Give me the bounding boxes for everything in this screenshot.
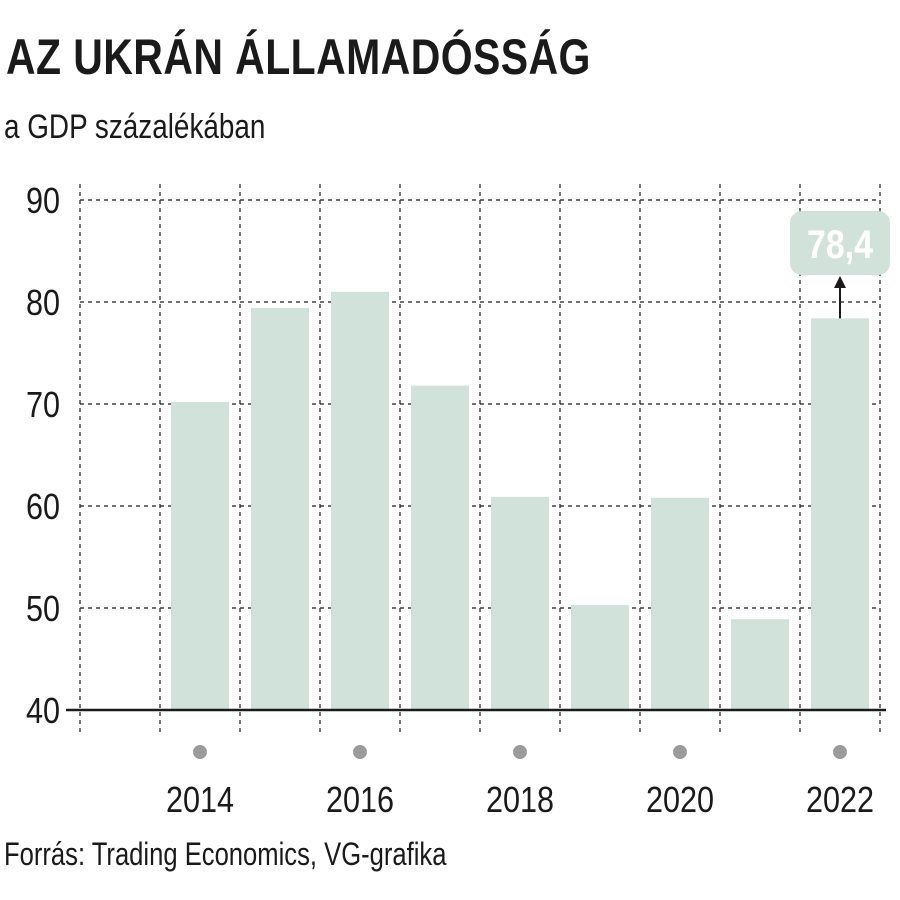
bar-2022 bbox=[811, 318, 869, 710]
bar-2014 bbox=[171, 401, 229, 710]
source-note: Forrás: Trading Economics, VG-grafika bbox=[4, 836, 447, 872]
x-tick-dot bbox=[353, 745, 367, 759]
y-tick-label: 60 bbox=[26, 488, 60, 528]
bar-2020 bbox=[651, 497, 709, 710]
y-tick-label: 90 bbox=[26, 182, 60, 222]
y-tick-label: 50 bbox=[26, 590, 60, 630]
x-tick-label: 2016 bbox=[326, 781, 394, 821]
x-tick-dot bbox=[673, 745, 687, 759]
x-axis: 2014 2016 2018 2020 2022 bbox=[66, 708, 886, 821]
y-axis: 40 50 60 70 80 90 bbox=[26, 182, 60, 732]
x-tick-label: 2022 bbox=[806, 781, 874, 821]
x-tick-dot bbox=[513, 745, 527, 759]
y-tick-label: 40 bbox=[26, 692, 60, 732]
bar-2021 bbox=[731, 619, 789, 710]
value-callout: 78,4 bbox=[790, 211, 890, 319]
x-tick-label: 2020 bbox=[646, 781, 714, 821]
bar-2015 bbox=[251, 308, 309, 710]
chart-title: AZ UKRÁN ÁLLAMADÓSSÁG bbox=[6, 29, 591, 85]
callout-arrow-head bbox=[834, 276, 846, 288]
bar-2016 bbox=[331, 291, 389, 710]
x-tick-dot bbox=[193, 745, 207, 759]
callout-label: 78,4 bbox=[807, 221, 873, 266]
y-tick-label: 80 bbox=[26, 284, 60, 324]
chart-subtitle: a GDP százalékában bbox=[4, 108, 266, 146]
x-tick-dot bbox=[833, 745, 847, 759]
callout-box bbox=[790, 211, 890, 275]
gridlines bbox=[79, 184, 881, 732]
x-tick-label: 2018 bbox=[486, 781, 554, 821]
x-tick-label: 2014 bbox=[166, 781, 234, 821]
bar-2019 bbox=[571, 604, 629, 710]
bars bbox=[171, 291, 869, 710]
bar-2018 bbox=[491, 496, 549, 710]
bar-2017 bbox=[411, 385, 469, 710]
y-tick-label: 70 bbox=[26, 386, 60, 426]
